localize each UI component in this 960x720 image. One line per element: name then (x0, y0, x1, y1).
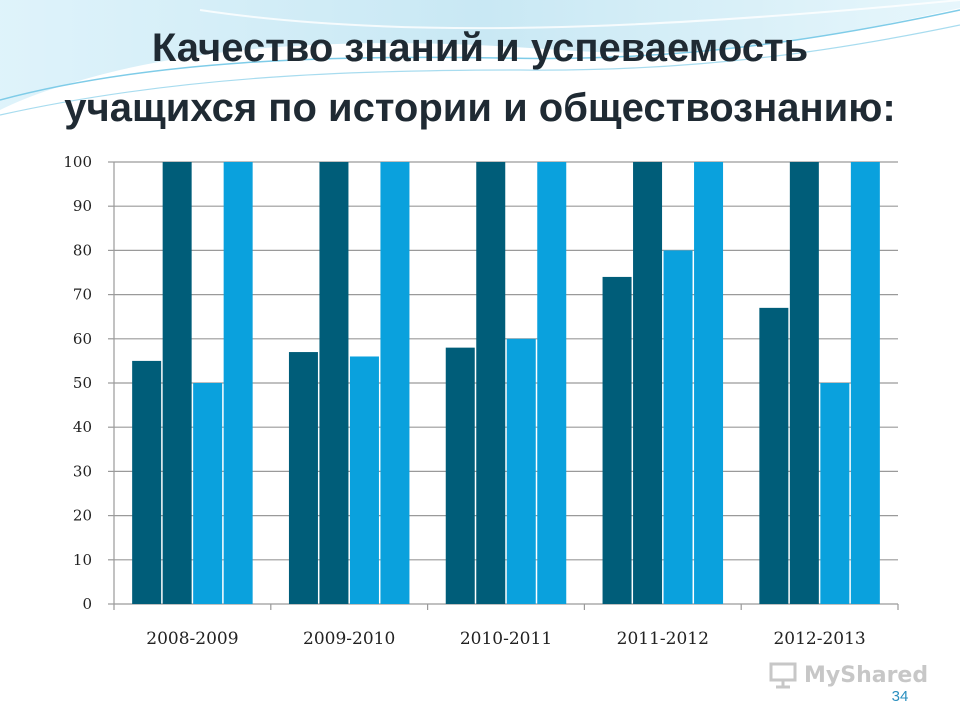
bar (602, 276, 632, 604)
bar (506, 338, 536, 604)
x-tick-label: 2012-2013 (773, 629, 865, 649)
y-tick-label: 80 (73, 241, 92, 259)
y-tick-label: 70 (73, 286, 92, 304)
bar (288, 352, 318, 604)
wave-decoration (0, 0, 960, 116)
bar (319, 162, 349, 604)
y-tick-label: 10 (73, 551, 92, 569)
y-tick-label: 100 (63, 153, 92, 171)
slide-title-line1: Качество знаний и успеваемость (151, 26, 809, 70)
bar (820, 383, 850, 604)
bar (476, 162, 506, 604)
x-tick-label: 2010-2011 (460, 629, 552, 649)
y-tick-label: 40 (73, 418, 92, 436)
bar (380, 162, 410, 604)
page-number: 34 (891, 688, 909, 705)
bar (694, 162, 724, 604)
presentation-icon (769, 662, 797, 689)
y-tick-label: 0 (82, 595, 92, 613)
bar (132, 360, 162, 604)
bar (193, 383, 223, 604)
bar (349, 356, 379, 604)
y-tick-label: 30 (73, 462, 92, 480)
bar (537, 162, 567, 604)
bar (789, 162, 819, 604)
x-tick-label: 2011-2012 (617, 629, 709, 649)
y-tick-label: 60 (73, 330, 92, 348)
x-tick-label: 2009-2010 (303, 629, 395, 649)
bar (633, 162, 663, 604)
watermark: MyShared (768, 658, 928, 692)
bar (759, 307, 789, 604)
x-tick-label: 2008-2009 (146, 629, 238, 649)
bar (850, 162, 880, 604)
watermark-text: MyShared (804, 662, 929, 688)
bar (162, 162, 192, 604)
y-tick-label: 50 (73, 374, 92, 392)
slide-title-line2: учащихся по истории и обществознанию: (64, 86, 896, 130)
y-tick-label: 90 (73, 197, 92, 215)
bar (223, 162, 253, 604)
y-tick-label: 20 (73, 507, 92, 525)
bar (445, 347, 475, 604)
bar (663, 250, 693, 604)
